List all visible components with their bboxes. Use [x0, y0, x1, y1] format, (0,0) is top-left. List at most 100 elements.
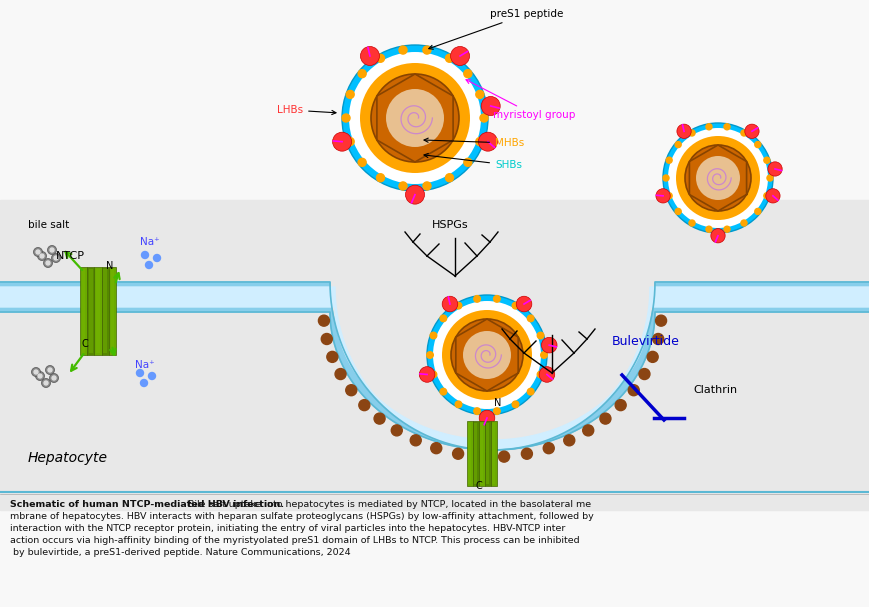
Circle shape [754, 208, 760, 214]
Bar [480, 424, 483, 484]
Circle shape [688, 220, 694, 226]
Circle shape [705, 226, 711, 232]
Bar [484, 421, 490, 486]
Bar [0, 200, 869, 510]
Circle shape [740, 130, 746, 136]
Circle shape [430, 443, 441, 453]
Circle shape [754, 141, 760, 148]
Circle shape [638, 368, 649, 379]
Circle shape [358, 399, 369, 410]
Circle shape [667, 128, 767, 228]
Text: N: N [494, 398, 501, 409]
Circle shape [463, 158, 471, 166]
Circle shape [766, 175, 773, 181]
Circle shape [478, 132, 497, 151]
Circle shape [740, 220, 746, 226]
Circle shape [655, 315, 666, 326]
Circle shape [374, 413, 385, 424]
Circle shape [426, 351, 433, 358]
Text: by bulevirtide, a preS1-derived peptide. Nature Communications, 2024: by bulevirtide, a preS1-derived peptide.… [10, 548, 350, 557]
Circle shape [662, 175, 668, 181]
Circle shape [48, 245, 56, 254]
Circle shape [527, 388, 534, 395]
Circle shape [627, 385, 639, 396]
Circle shape [763, 157, 769, 163]
Bar [467, 421, 473, 486]
Circle shape [614, 399, 626, 410]
Circle shape [422, 182, 430, 190]
Circle shape [515, 296, 531, 312]
Bar [479, 421, 484, 486]
Circle shape [666, 193, 672, 199]
Circle shape [537, 332, 543, 339]
Text: N: N [106, 261, 113, 271]
Text: HSPGs: HSPGs [432, 220, 468, 230]
Circle shape [358, 158, 366, 166]
Circle shape [44, 381, 48, 385]
Text: mbrane of hepatocytes. HBV interacts with heparan sulfate proteoglycans (HSPGs) : mbrane of hepatocytes. HBV interacts wit… [10, 512, 596, 521]
Circle shape [445, 54, 453, 63]
Circle shape [765, 189, 779, 203]
Bar [110, 269, 114, 353]
Circle shape [705, 124, 711, 130]
Circle shape [480, 114, 488, 122]
Circle shape [321, 333, 332, 345]
Circle shape [142, 251, 149, 259]
Circle shape [36, 250, 40, 254]
Bar [473, 421, 479, 486]
Circle shape [42, 379, 50, 387]
Circle shape [429, 332, 436, 339]
Circle shape [358, 70, 366, 78]
Circle shape [386, 89, 443, 147]
Circle shape [346, 90, 354, 98]
Circle shape [327, 351, 337, 362]
Bar [490, 421, 496, 486]
Circle shape [360, 47, 379, 66]
Bar [468, 424, 471, 484]
Circle shape [647, 351, 658, 362]
Circle shape [145, 262, 152, 268]
Circle shape [662, 123, 773, 233]
Circle shape [440, 315, 446, 322]
Circle shape [410, 435, 421, 446]
Circle shape [521, 448, 532, 459]
Bar [96, 269, 100, 353]
Bar [80, 267, 87, 355]
Circle shape [34, 370, 38, 374]
Bar [109, 267, 116, 355]
Circle shape [450, 47, 469, 66]
Circle shape [45, 365, 55, 375]
Circle shape [136, 370, 143, 376]
Bar [87, 267, 95, 355]
Circle shape [763, 193, 769, 199]
Circle shape [34, 248, 43, 257]
Text: action occurs via high-affinity binding of the myristyolated preS1 domain of LHB: action occurs via high-affinity binding … [10, 536, 579, 545]
Text: Na⁺: Na⁺ [135, 360, 155, 370]
Circle shape [50, 373, 58, 382]
Circle shape [474, 296, 480, 302]
Circle shape [695, 156, 740, 200]
Bar [474, 424, 477, 484]
Circle shape [462, 331, 510, 379]
Circle shape [38, 374, 42, 378]
Bar [82, 269, 85, 353]
Text: MHBs: MHBs [423, 138, 524, 148]
Circle shape [440, 388, 446, 395]
Circle shape [370, 74, 459, 162]
Polygon shape [0, 287, 869, 450]
Bar [102, 267, 109, 355]
Circle shape [582, 425, 593, 436]
Circle shape [767, 162, 781, 176]
Bar [103, 269, 107, 353]
Circle shape [723, 226, 729, 232]
Text: LHBs: LHBs [276, 105, 335, 115]
Circle shape [674, 208, 680, 214]
Circle shape [463, 70, 471, 78]
Text: Bulevirtide: Bulevirtide [611, 335, 679, 348]
Circle shape [429, 371, 436, 378]
Circle shape [51, 254, 61, 262]
Circle shape [399, 46, 407, 54]
Circle shape [512, 401, 518, 408]
Circle shape [450, 319, 522, 391]
Text: Na⁺: Na⁺ [140, 237, 159, 247]
